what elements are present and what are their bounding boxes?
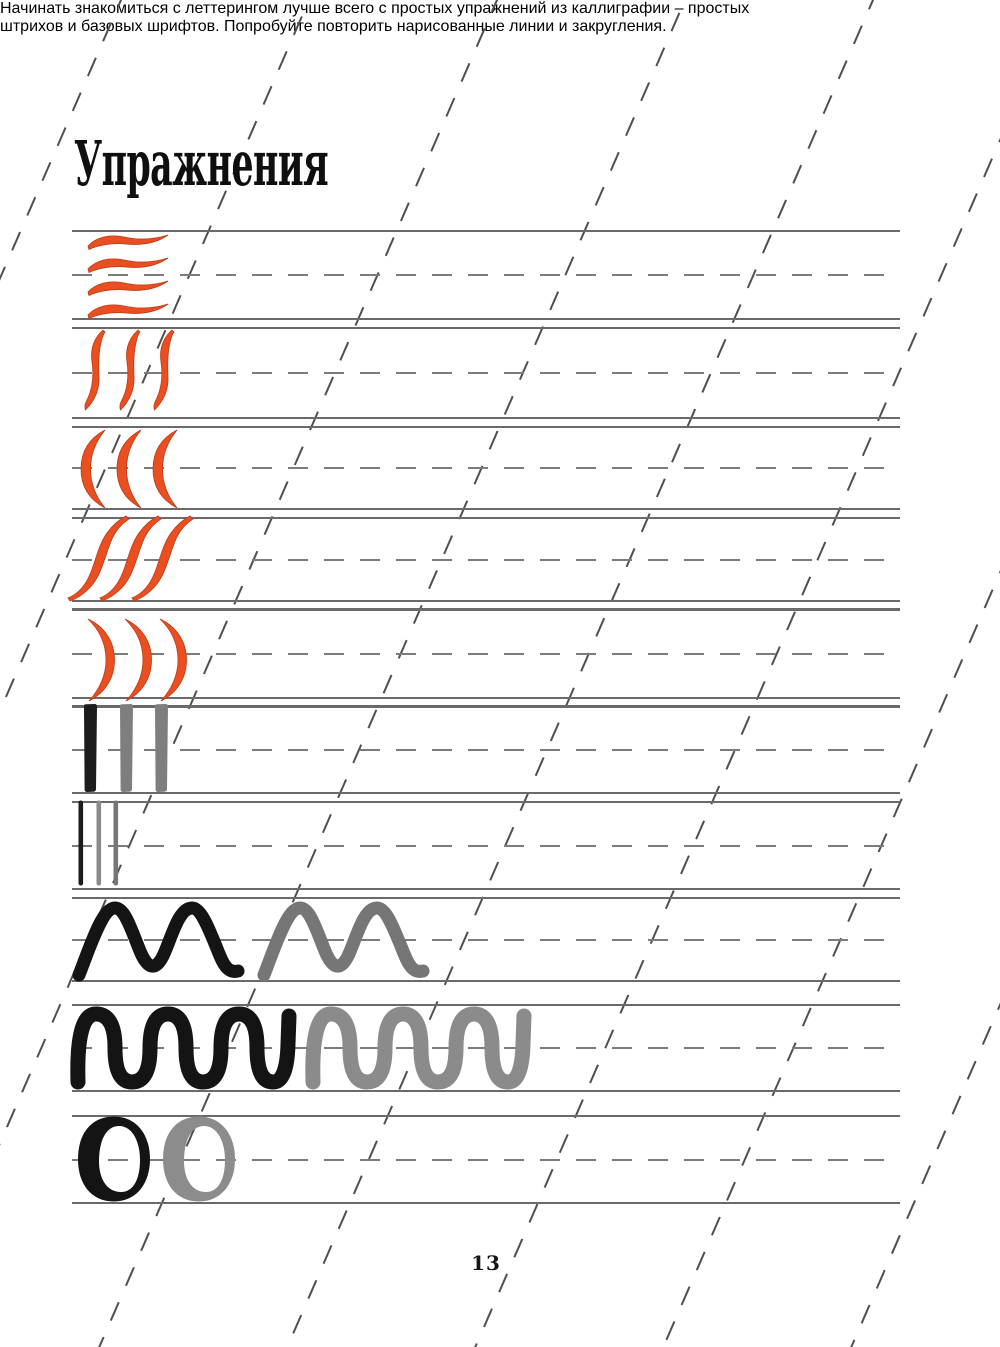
band-top-line	[72, 801, 900, 803]
intro-line-1: Начинать знакомиться с леттерингом лучше…	[0, 0, 750, 17]
paren-curve-strokes-example	[124, 618, 152, 702]
band-waist-dashed-line	[72, 749, 900, 751]
band-top-line	[72, 327, 900, 329]
thin-vertical-strokes-example	[113, 800, 119, 886]
band-waist-dashed-line	[72, 372, 900, 374]
thin-vertical-strokes-example	[78, 800, 84, 886]
vertical-wave-strokes-example	[153, 329, 175, 411]
band-waist-dashed-line	[72, 1159, 900, 1161]
c-curve-strokes-example	[80, 429, 106, 509]
band-waist-dashed-line	[72, 559, 900, 561]
horizontal-wave-strokes-example	[87, 234, 169, 250]
loop-coil-strokes-example	[306, 1002, 532, 1090]
s-curve-strokes-example	[131, 515, 194, 602]
band-waist-dashed-line	[72, 274, 900, 276]
band-top-line	[72, 517, 900, 519]
vertical-wave-strokes-example	[119, 329, 141, 411]
oval-strokes-example	[78, 1116, 150, 1202]
band-baseline-shadow-line	[72, 609, 900, 611]
band-baseline	[72, 697, 900, 699]
band-waist-dashed-line	[72, 845, 900, 847]
oval-strokes-example	[163, 1116, 235, 1202]
paren-curve-strokes-example	[87, 618, 115, 702]
band-baseline-shadow-line	[72, 706, 900, 708]
thick-vertical-strokes-example	[120, 704, 133, 792]
page-number: 13	[471, 1251, 501, 1275]
band-baseline	[72, 888, 900, 890]
horizontal-wave-strokes-example	[87, 303, 169, 319]
band-top-line	[72, 608, 900, 610]
band-baseline	[72, 508, 900, 510]
zigzag-strokes-example	[259, 899, 443, 981]
zigzag-strokes-example	[74, 899, 258, 981]
band-baseline	[72, 792, 900, 794]
band-baseline	[72, 417, 900, 419]
vertical-wave-strokes-example	[84, 329, 106, 411]
band-baseline	[72, 600, 900, 602]
loop-coil-strokes-example	[71, 1002, 297, 1090]
thick-vertical-strokes-example	[155, 704, 168, 792]
band-baseline	[72, 980, 900, 982]
band-baseline	[72, 1090, 900, 1092]
band-waist-dashed-line	[72, 939, 900, 941]
band-top-line	[72, 230, 900, 232]
band-waist-dashed-line	[72, 653, 900, 655]
thin-vertical-strokes-example	[96, 800, 102, 886]
band-waist-dashed-line	[72, 467, 900, 469]
band-top-line	[72, 897, 900, 899]
band-top-line	[72, 705, 900, 707]
horizontal-wave-strokes-example	[87, 257, 169, 273]
band-top-line	[72, 426, 900, 428]
band-top-line	[72, 1115, 900, 1117]
paren-curve-strokes-example	[159, 618, 187, 702]
intro-line-2: штрихов и базовых шрифтов. Попробуйте по…	[0, 18, 667, 35]
band-baseline	[72, 1202, 900, 1204]
band-baseline	[72, 318, 900, 320]
band-top-line	[72, 1004, 900, 1006]
thick-vertical-strokes-example	[84, 704, 97, 792]
c-curve-strokes-example	[116, 429, 142, 509]
horizontal-wave-strokes-example	[87, 280, 169, 296]
page-title: Упражнения	[74, 126, 329, 200]
c-curve-strokes-example	[152, 429, 178, 509]
